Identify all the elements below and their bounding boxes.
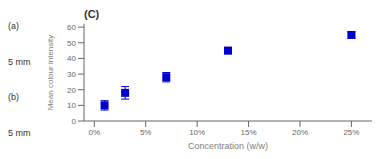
svg-text:0: 0 — [72, 117, 77, 126]
svg-text:25%: 25% — [343, 128, 359, 137]
svg-text:0%: 0% — [89, 128, 101, 137]
html-text:5 mm: 5 mm — [8, 128, 31, 139]
svg-text:10%: 10% — [189, 128, 205, 137]
html-text:(C): (C) — [84, 8, 100, 20]
svg-text:10: 10 — [67, 101, 76, 110]
html-text:(a): (a) — [8, 20, 19, 31]
svg-text:20: 20 — [67, 86, 76, 95]
svg-text:5%: 5% — [140, 128, 152, 137]
svg-text:50: 50 — [67, 39, 76, 48]
svg-text:60: 60 — [67, 23, 76, 32]
html-text:5 mm: 5 mm — [8, 56, 31, 67]
html-text:(b): (b) — [8, 92, 19, 103]
svg-text:Concentration (w/w): Concentration (w/w) — [188, 141, 268, 151]
svg-text:40: 40 — [67, 54, 76, 63]
svg-text:Mean colour intensity: Mean colour intensity — [46, 35, 55, 111]
svg-text:15%: 15% — [241, 128, 257, 137]
svg-text:20%: 20% — [292, 128, 308, 137]
svg-text:30: 30 — [67, 70, 76, 79]
